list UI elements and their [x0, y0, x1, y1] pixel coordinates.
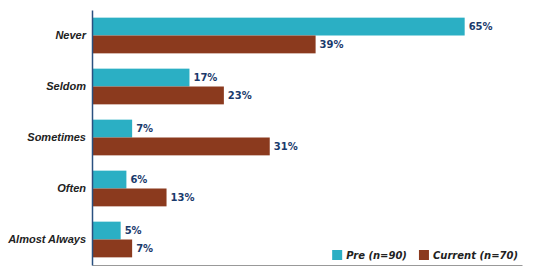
bar	[92, 120, 132, 138]
data-label: 23%	[228, 90, 252, 101]
y-axis: Almost Always Often Sometimes Seldom Never	[7, 11, 92, 266]
data-label: 39%	[320, 39, 344, 50]
data-label: 31%	[274, 141, 298, 152]
legend-item: Pre (n=90)	[332, 250, 407, 261]
y-tick-label: Sometimes	[27, 131, 86, 143]
y-tick-label: Never	[55, 29, 86, 41]
y-tick-label: Almost Always	[7, 233, 86, 245]
y-tick: Often	[57, 182, 86, 194]
bar	[92, 18, 465, 36]
bar	[92, 171, 126, 189]
bar	[92, 222, 121, 240]
y-tick: Almost Always	[7, 233, 86, 245]
bar	[92, 138, 270, 156]
y-tick: Never	[55, 29, 86, 41]
y-axis-line	[92, 11, 94, 266]
legend-item: Current (n=70)	[419, 250, 518, 261]
x-axis-line	[93, 265, 523, 266]
bars	[92, 18, 465, 258]
data-label: 13%	[171, 192, 195, 203]
legend-swatch	[419, 250, 429, 260]
bar	[92, 240, 132, 258]
y-tick: Seldom	[46, 80, 86, 92]
legend-label: Current (n=70)	[433, 250, 518, 261]
data-label: 6%	[130, 174, 147, 185]
plot: Almost Always Often Sometimes Seldom Never 5%…	[7, 11, 522, 266]
legend: Pre (n=90) Current (n=70)	[332, 250, 518, 261]
bar	[92, 36, 316, 54]
legend-swatch	[332, 250, 342, 260]
bar	[92, 87, 224, 105]
legend-label: Pre (n=90)	[346, 250, 407, 261]
x-axis	[93, 265, 523, 266]
data-label: 7%	[136, 243, 153, 254]
chart: Almost Always Often Sometimes Seldom Never 5%…	[0, 0, 540, 279]
bar	[92, 69, 189, 87]
y-tick-label: Seldom	[46, 80, 86, 92]
data-labels: 5% 6% 7% 17% 65% 7% 13% 31% 23% 39%	[125, 21, 493, 254]
y-tick: Sometimes	[27, 131, 86, 143]
y-tick-label: Often	[57, 182, 86, 194]
data-label: 65%	[469, 21, 493, 32]
data-label: 17%	[193, 72, 217, 83]
data-label: 5%	[125, 225, 142, 236]
data-label: 7%	[136, 123, 153, 134]
bar	[92, 189, 167, 207]
